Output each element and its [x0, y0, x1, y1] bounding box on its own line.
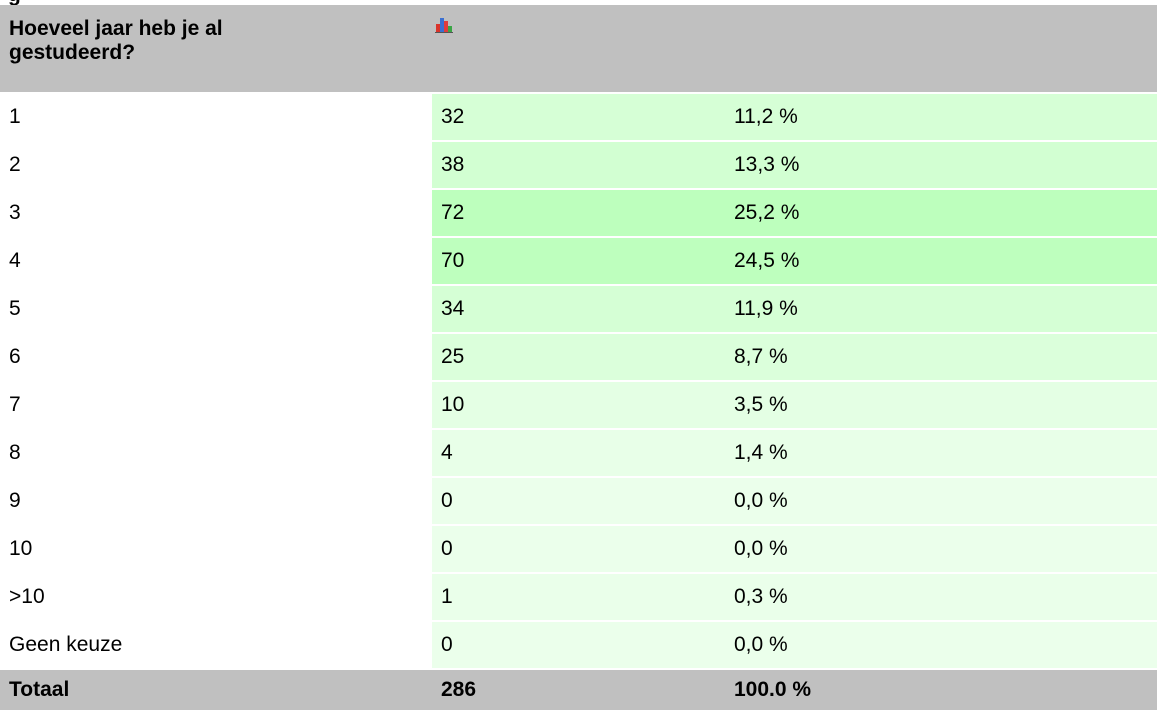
percent-cell: 1,4 % — [725, 428, 1157, 478]
data-row: 7 10 3,5 % — [0, 380, 1157, 430]
count-cell: 72 — [432, 188, 725, 238]
data-row: 5 34 11,9 % — [0, 284, 1157, 334]
percent-cell: 3,5 % — [725, 380, 1157, 430]
percent-cell: 11,2 % — [725, 92, 1157, 142]
count-cell: 32 — [432, 92, 725, 142]
chart-icon[interactable] — [435, 17, 453, 33]
percent-cell: 0,0 % — [725, 476, 1157, 526]
count-cell: 0 — [432, 524, 725, 574]
row-label: 7 — [0, 380, 432, 430]
count-cell: 10 — [432, 380, 725, 430]
data-row: 1 32 11,2 % — [0, 92, 1157, 142]
row-label: 5 — [0, 284, 432, 334]
percent-cell: 0,0 % — [725, 524, 1157, 574]
header-question: Hoeveel jaar heb je al gestudeerd? — [0, 5, 432, 94]
total-count: 286 — [432, 668, 725, 710]
count-cell: 38 — [432, 140, 725, 190]
data-row: 8 4 1,4 % — [0, 428, 1157, 478]
row-label: Geen keuze — [0, 620, 432, 670]
percent-cell: 24,5 % — [725, 236, 1157, 286]
data-row: >10 1 0,3 % — [0, 572, 1157, 622]
count-cell: 0 — [432, 476, 725, 526]
row-label: 9 — [0, 476, 432, 526]
percent-cell: 11,9 % — [725, 284, 1157, 334]
row-label: 10 — [0, 524, 432, 574]
data-row: 2 38 13,3 % — [0, 140, 1157, 190]
count-cell: 25 — [432, 332, 725, 382]
results-table: Hoeveel jaar heb je al gestudeerd? 1 32 11… — [0, 5, 1157, 710]
header-row: Hoeveel jaar heb je al gestudeerd? — [0, 5, 1157, 94]
total-percent: 100.0 % — [725, 668, 1157, 710]
count-cell: 34 — [432, 284, 725, 334]
data-row: Geen keuze 0 0,0 % — [0, 620, 1157, 670]
row-label: 3 — [0, 188, 432, 238]
total-row: Totaal 286 100.0 % — [0, 668, 1157, 710]
row-label: 2 — [0, 140, 432, 190]
row-label: >10 — [0, 572, 432, 622]
data-row: 3 72 25,2 % — [0, 188, 1157, 238]
header-text: Hoeveel jaar heb je al gestudeerd? — [9, 17, 223, 64]
count-cell: 1 — [432, 572, 725, 622]
data-row: 6 25 8,7 % — [0, 332, 1157, 382]
header-empty — [725, 5, 1157, 94]
row-label: 1 — [0, 92, 432, 142]
row-label: 4 — [0, 236, 432, 286]
percent-cell: 13,3 % — [725, 140, 1157, 190]
title-fragment: g — [8, 0, 21, 7]
percent-cell: 0,0 % — [725, 620, 1157, 670]
count-cell: 4 — [432, 428, 725, 478]
count-cell: 70 — [432, 236, 725, 286]
percent-cell: 0,3 % — [725, 572, 1157, 622]
data-row: 9 0 0,0 % — [0, 476, 1157, 526]
row-label: 6 — [0, 332, 432, 382]
header-icon-cell — [432, 5, 725, 94]
count-cell: 0 — [432, 620, 725, 670]
total-label: Totaal — [0, 668, 432, 710]
percent-cell: 8,7 % — [725, 332, 1157, 382]
data-row: 10 0 0,0 % — [0, 524, 1157, 574]
percent-cell: 25,2 % — [725, 188, 1157, 238]
data-row: 4 70 24,5 % — [0, 236, 1157, 286]
row-label: 8 — [0, 428, 432, 478]
